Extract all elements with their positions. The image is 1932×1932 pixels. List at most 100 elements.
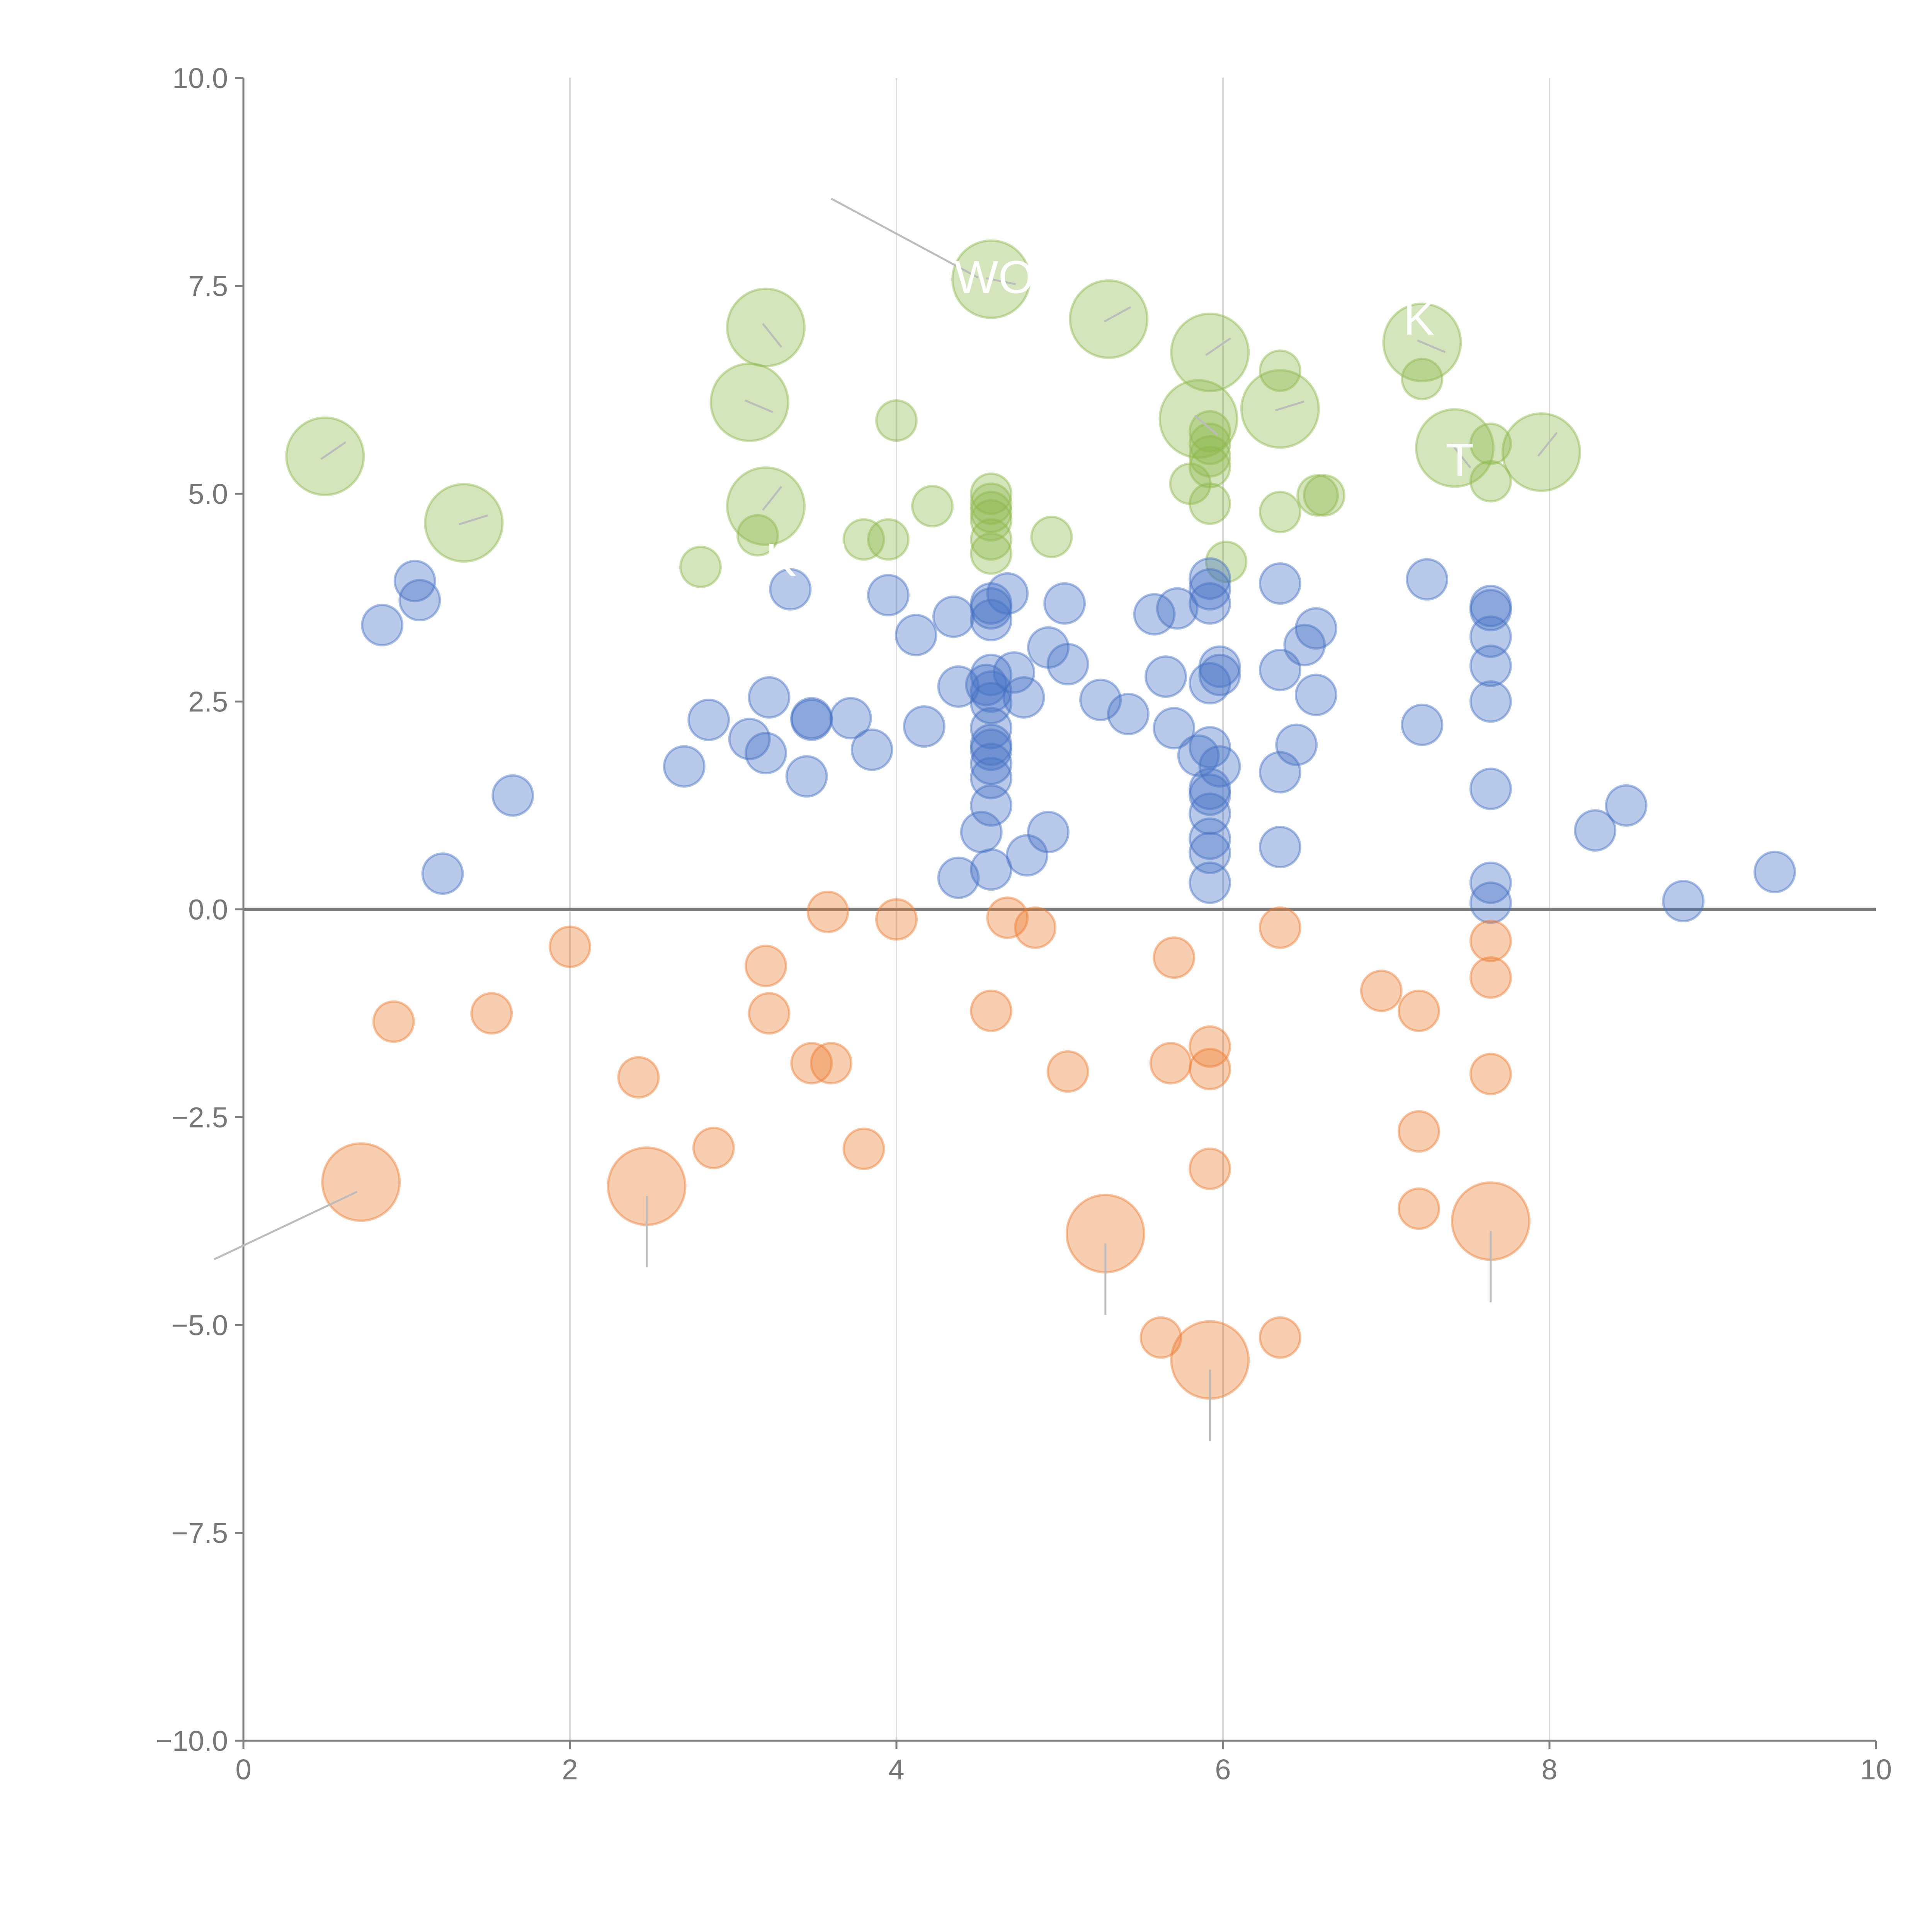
data-point-green	[1296, 474, 1339, 517]
data-point-blue	[1753, 850, 1796, 893]
data-point-blue	[1177, 734, 1220, 777]
y-tick-label: 10.0	[172, 62, 228, 94]
leader-line	[1417, 339, 1446, 353]
data-point-blue	[867, 574, 910, 617]
data-point-blue	[1294, 673, 1337, 716]
data-point-blue	[785, 755, 828, 798]
data-point-blue	[1189, 568, 1231, 611]
data-point-blue	[1275, 723, 1318, 766]
data-point-blue	[850, 728, 893, 771]
data-point-blue	[1401, 703, 1444, 746]
data-point-green	[736, 514, 779, 557]
data-point-orange	[1469, 920, 1512, 963]
data-point-orange	[549, 925, 591, 968]
data-point-blue	[970, 707, 1013, 750]
data-point-blue	[1027, 626, 1070, 669]
data-point-orange	[1189, 1147, 1231, 1190]
leader-line	[762, 323, 782, 348]
x-tick-label: 2	[562, 1753, 578, 1786]
data-point-orange	[1189, 1025, 1231, 1068]
data-point-blue	[1469, 767, 1512, 810]
data-point-blue	[1153, 707, 1196, 750]
data-point-orange	[1398, 989, 1440, 1032]
data-point-blue	[932, 595, 975, 638]
data-point-blue	[1469, 680, 1512, 723]
data-point-blue	[745, 732, 787, 775]
data-point-blue	[1469, 585, 1512, 628]
data-point-blue	[748, 676, 791, 719]
data-point-orange	[1046, 1050, 1089, 1093]
annotation-layer: WO K T K M	[765, 251, 1474, 586]
data-point-blue	[1469, 861, 1512, 904]
annotation-label: T	[1446, 434, 1474, 486]
data-point-orange	[986, 896, 1029, 939]
data-point-blue	[1605, 784, 1648, 827]
data-point-blue	[970, 653, 1013, 696]
series-blue	[361, 557, 1796, 924]
data-point-green	[1259, 491, 1301, 534]
data-point-blue	[1189, 832, 1231, 874]
axis-layer: 0 2 4 6 8 10 10.0 7.5 5.0 2.5 0.0 −2.5 −5.0 −7.5 −10.0	[156, 62, 1892, 1786]
data-point-blue	[1079, 679, 1122, 721]
data-point-orange	[790, 1042, 833, 1085]
data-point-blue	[1006, 834, 1048, 877]
data-point-orange	[321, 1142, 401, 1222]
leader-line	[830, 197, 979, 279]
leader-line	[1451, 443, 1471, 468]
data-point-blue	[492, 774, 534, 817]
data-point-green	[1169, 462, 1212, 505]
data-point-blue	[970, 599, 1013, 641]
data-point-blue	[986, 572, 1029, 615]
leader-line	[214, 1190, 358, 1260]
leader-line	[1194, 415, 1218, 436]
data-point-green	[1030, 515, 1073, 558]
data-point-blue	[1189, 767, 1231, 810]
data-point-green	[970, 472, 1013, 515]
y-tick-label: −7.5	[172, 1517, 228, 1549]
annotation-label: K	[1403, 293, 1434, 345]
data-point-blue	[895, 614, 937, 656]
data-point-blue	[970, 757, 1013, 799]
y-tick-label: −10.0	[156, 1725, 228, 1757]
data-point-blue	[937, 665, 980, 708]
data-point-blue	[1002, 676, 1045, 719]
series-layer	[285, 239, 1796, 1400]
data-point-orange	[1139, 1316, 1182, 1359]
annotation-label: WO	[954, 251, 1034, 303]
data-point-blue	[1259, 648, 1301, 691]
data-point-orange	[748, 992, 791, 1035]
data-point-blue	[1469, 588, 1512, 631]
annotation-label: K M	[765, 534, 848, 586]
data-point-orange	[1259, 906, 1301, 949]
data-point-blue	[1133, 593, 1176, 636]
data-point-blue	[1145, 655, 1187, 698]
y-tick-label: 5.0	[188, 478, 228, 510]
data-point-green	[1189, 435, 1231, 478]
data-point-blue	[970, 742, 1013, 785]
leader-line	[320, 441, 347, 460]
data-point-blue	[1198, 653, 1241, 696]
data-point-green	[970, 518, 1013, 561]
data-point-orange	[842, 1128, 885, 1170]
data-point-blue	[398, 579, 441, 622]
data-point-orange	[810, 1042, 852, 1085]
data-point-orange	[1259, 1316, 1301, 1359]
data-point-blue	[970, 682, 1013, 724]
data-point-blue	[1198, 745, 1241, 788]
y-tick-label: −5.0	[172, 1309, 228, 1341]
data-point-orange	[1153, 936, 1196, 979]
data-point-blue	[790, 698, 833, 741]
data-point-blue	[1259, 562, 1301, 605]
leader-line	[986, 277, 1016, 286]
data-point-orange	[470, 992, 513, 1035]
leader-line	[1205, 337, 1231, 356]
data-point-blue	[1469, 881, 1512, 924]
x-tick-label: 8	[1541, 1753, 1557, 1786]
series-green	[285, 239, 1581, 588]
data-point-orange	[1469, 956, 1512, 999]
x-tick-label: 4	[888, 1753, 904, 1786]
data-point-blue	[970, 728, 1013, 771]
data-point-green	[1401, 357, 1444, 400]
data-point-blue	[1189, 861, 1231, 904]
